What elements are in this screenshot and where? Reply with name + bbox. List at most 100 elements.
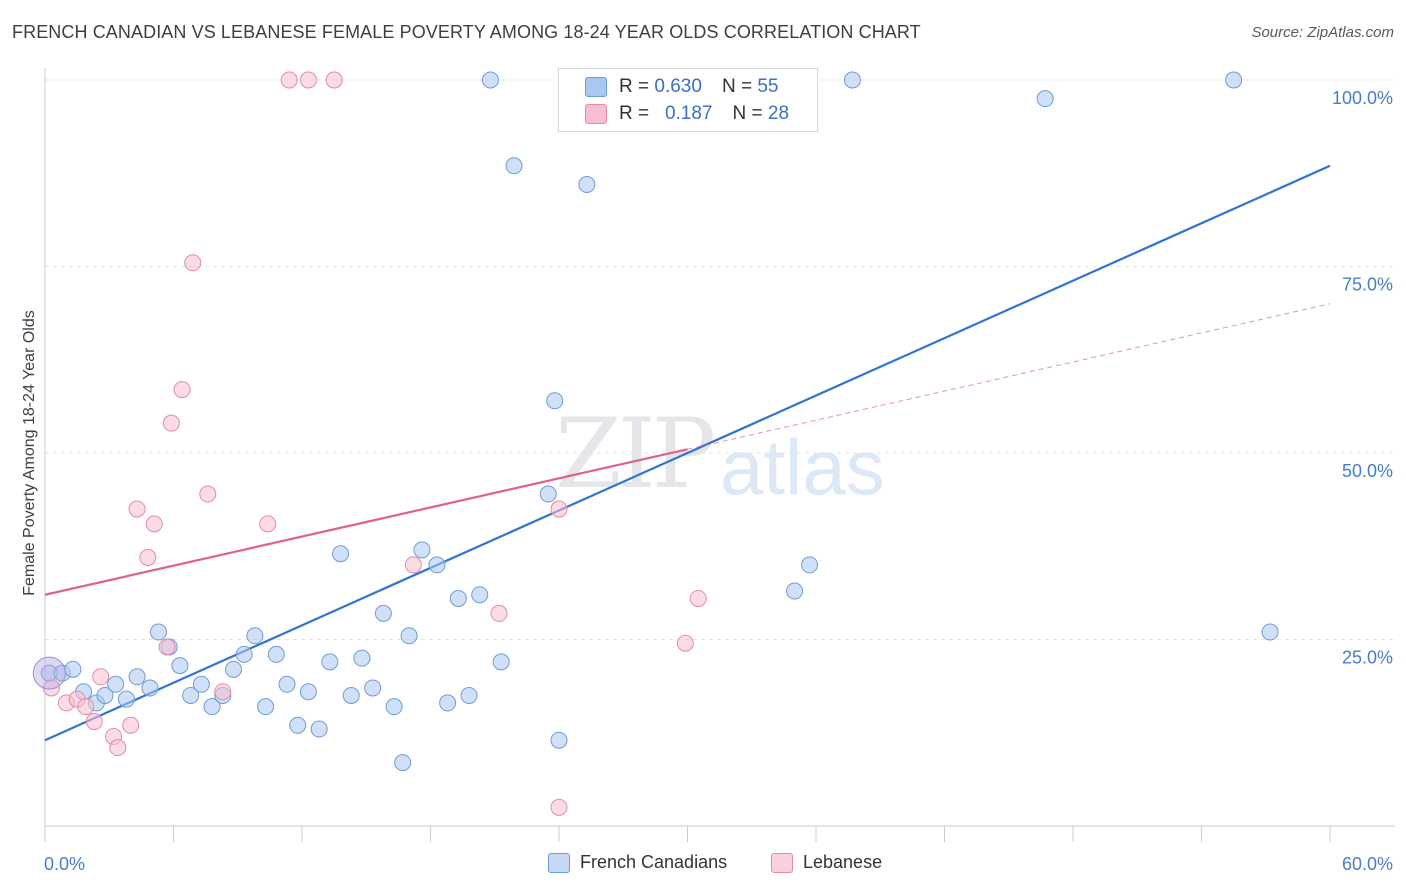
point-lebanese bbox=[550, 798, 568, 816]
point-french-canadians bbox=[449, 589, 467, 607]
chart-source: Source: ZipAtlas.com bbox=[1251, 24, 1394, 41]
point-french-canadians bbox=[1036, 90, 1054, 108]
point-french-canadians bbox=[492, 653, 510, 671]
point-lebanese bbox=[173, 381, 191, 399]
point-french-canadians bbox=[117, 690, 135, 708]
y-axis-title: Female Poverty Among 18-24 Year Olds bbox=[21, 310, 38, 596]
x-tick-label: 60.0% bbox=[1342, 854, 1393, 874]
legend-n-value: 55 bbox=[757, 76, 779, 97]
watermark-atlas: atlas bbox=[720, 423, 885, 511]
point-french-canadians bbox=[332, 545, 350, 563]
point-french-canadians bbox=[353, 649, 371, 667]
legend-box: R = 0.630 N = 55 R = 0.187 N = 28 bbox=[558, 68, 818, 132]
point-french-canadians bbox=[460, 686, 478, 704]
legend-r-value: 0.187 bbox=[664, 103, 713, 124]
point-lebanese bbox=[122, 716, 140, 734]
point-french-canadians bbox=[321, 653, 339, 671]
point-french-canadians bbox=[1261, 623, 1279, 641]
legend-row-french-canadians: R = 0.630 N = 55 bbox=[585, 75, 778, 99]
point-french-canadians bbox=[505, 157, 523, 175]
point-french-canadians bbox=[289, 716, 307, 734]
point-lebanese bbox=[145, 515, 163, 533]
point-lebanese bbox=[259, 515, 277, 533]
point-lebanese bbox=[490, 604, 508, 622]
point-french-canadians bbox=[342, 686, 360, 704]
point-french-canadians bbox=[843, 71, 861, 89]
point-french-canadians bbox=[385, 698, 403, 716]
point-french-canadians bbox=[107, 675, 125, 693]
point-french-canadians bbox=[141, 679, 159, 697]
point-french-canadians bbox=[310, 720, 328, 738]
point-french-canadians bbox=[786, 582, 804, 600]
bottom-legend-french-canadians: French Canadians bbox=[548, 852, 727, 873]
point-lebanese bbox=[676, 634, 694, 652]
point-lebanese bbox=[550, 500, 568, 518]
point-lebanese bbox=[162, 414, 180, 432]
axes bbox=[44, 68, 1395, 842]
legend-swatch-pink bbox=[585, 104, 607, 124]
point-lebanese bbox=[128, 500, 146, 518]
bottom-legend-lebanese: Lebanese bbox=[771, 852, 882, 873]
point-french-canadians bbox=[192, 675, 210, 693]
point-french-canadians bbox=[64, 660, 82, 678]
point-french-canadians bbox=[267, 645, 285, 663]
chart-title: FRENCH CANADIAN VS LEBANESE FEMALE POVER… bbox=[12, 22, 921, 42]
bottom-legend-label: French Canadians bbox=[580, 852, 728, 872]
x-tick-label: 0.0% bbox=[44, 854, 85, 874]
legend-swatch-blue bbox=[585, 77, 607, 97]
trend-line-lebanese-extension bbox=[687, 303, 1331, 450]
grid-lines bbox=[45, 79, 1395, 640]
point-french-canadians bbox=[203, 698, 221, 716]
bottom-legend-swatch-pink bbox=[771, 852, 793, 873]
bottom-legend-swatch-blue bbox=[548, 852, 570, 873]
point-lebanese bbox=[199, 485, 217, 503]
point-french-canadians bbox=[235, 645, 253, 663]
y-tick-label: 50.0% bbox=[1342, 461, 1393, 481]
legend-n-label: N = bbox=[721, 76, 753, 97]
point-french-canadians bbox=[224, 660, 242, 678]
axis-labels: 25.0% 50.0% 75.0% 100.0% 0.0% 60.0% Female Pov… bbox=[21, 88, 1393, 874]
point-lebanese bbox=[689, 589, 707, 607]
point-french-canadians bbox=[150, 623, 168, 641]
point-french-canadians bbox=[413, 541, 431, 559]
point-french-canadians bbox=[1225, 71, 1243, 89]
y-tick-label: 100.0% bbox=[1332, 88, 1393, 108]
legend-n-label: N = bbox=[732, 103, 763, 124]
point-lebanese bbox=[280, 71, 298, 89]
point-lebanese bbox=[299, 71, 317, 89]
y-tick-label: 25.0% bbox=[1342, 648, 1393, 668]
point-french-canadians bbox=[128, 668, 146, 686]
point-french-canadians bbox=[246, 627, 264, 645]
trend-lines bbox=[44, 164, 1331, 742]
point-french-canadians bbox=[550, 731, 568, 749]
point-french-canadians bbox=[578, 175, 596, 193]
point-french-canadians bbox=[257, 698, 275, 716]
point-french-canadians bbox=[481, 71, 499, 89]
legend-row-lebanese: R = 0.187 N = 28 bbox=[585, 102, 789, 126]
point-french-canadians bbox=[299, 683, 317, 701]
legend-r-label: R = bbox=[619, 76, 650, 97]
point-french-canadians bbox=[171, 657, 189, 675]
point-french-canadians bbox=[400, 627, 418, 645]
legend-r-label: R = bbox=[619, 103, 650, 124]
point-lebanese bbox=[158, 638, 176, 656]
trend-line-lebanese bbox=[44, 448, 688, 596]
point-french-canadians bbox=[278, 675, 296, 693]
point-lebanese bbox=[184, 254, 202, 272]
point-lebanese bbox=[92, 668, 110, 686]
legend-n-value: 28 bbox=[767, 103, 790, 124]
point-french-canadians bbox=[374, 604, 392, 622]
point-lebanese bbox=[214, 683, 232, 701]
data-points bbox=[32, 71, 1279, 816]
point-french-canadians bbox=[546, 392, 564, 410]
point-french-canadians bbox=[364, 679, 382, 697]
trend-line-french-canadians bbox=[44, 164, 1331, 742]
point-french-canadians bbox=[439, 694, 457, 712]
point-lebanese bbox=[85, 713, 103, 731]
watermark-zip: ZIP bbox=[555, 398, 716, 510]
point-lebanese bbox=[109, 739, 127, 757]
point-french-canadians bbox=[394, 754, 412, 772]
point-lebanese bbox=[404, 556, 422, 574]
point-french-canadians bbox=[182, 686, 200, 704]
